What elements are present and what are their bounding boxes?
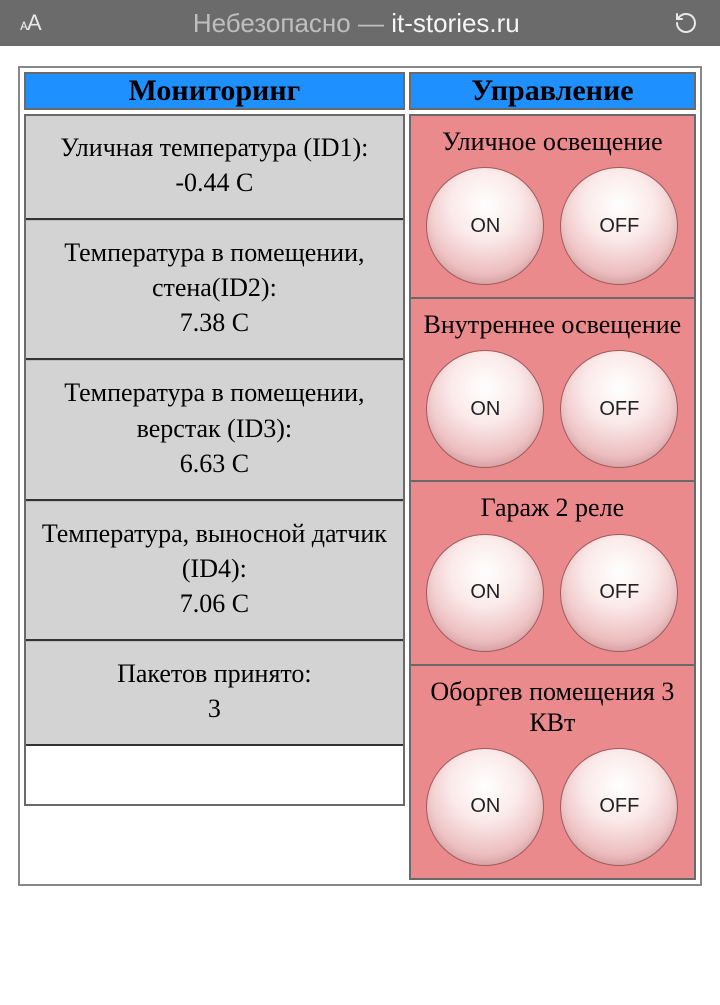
monitoring-empty [26,746,403,804]
control-item: Гараж 2 реле ON OFF [411,481,694,664]
monitoring-label: Температура, выносной датчик (ID4): [42,519,387,583]
control-item: Оборгев помещения 3 КВт ON OFF [411,665,694,878]
on-button[interactable]: ON [426,534,544,652]
control-item: Уличное освещение ON OFF [411,116,694,298]
on-button[interactable]: ON [426,350,544,468]
browser-address-bar: ᴀA Небезопасно — it-stories.ru [0,0,720,46]
monitoring-item: Уличная температура (ID1): -0.44 C [26,116,403,220]
control-label: Гараж 2 реле [417,490,688,533]
on-button[interactable]: ON [426,748,544,866]
main-table: Мониторинг Управление Уличная температур… [18,66,702,886]
url-display[interactable]: Небезопасно — it-stories.ru [41,8,672,39]
control-buttons: ON OFF [417,350,688,468]
monitoring-label: Уличная температура (ID1): [60,133,368,162]
url-domain: it-stories.ru [391,8,520,38]
control-buttons: ON OFF [417,748,688,866]
control-label: Внутреннее освещение [417,307,688,350]
monitoring-item: Температура в помещении, стена(ID2): 7.3… [26,220,403,360]
header-control: Управление [409,72,696,110]
monitoring-column: Уличная температура (ID1): -0.44 C Темпе… [24,114,405,806]
control-buttons: ON OFF [417,534,688,652]
header-monitoring: Мониторинг [24,72,405,110]
monitoring-value: 7.06 C [180,589,249,618]
control-buttons: ON OFF [417,167,688,285]
monitoring-item: Температура, выносной датчик (ID4): 7.06… [26,501,403,641]
monitoring-label: Пакетов принято: [117,659,312,688]
control-label: Уличное освещение [417,124,688,167]
monitoring-value: 6.63 C [180,449,249,478]
monitoring-item: Пакетов принято: 3 [26,641,403,746]
monitoring-value: -0.44 C [175,168,253,197]
monitoring-value: 3 [208,694,221,723]
control-item: Внутреннее освещение ON OFF [411,298,694,481]
page-content: Мониторинг Управление Уличная температур… [0,46,720,906]
control-column: Уличное освещение ON OFF Внутреннее осве… [409,114,696,880]
reload-icon[interactable] [672,9,700,37]
control-label: Оборгев помещения 3 КВт [417,674,688,748]
monitoring-label: Температура в помещении, верстак (ID3): [64,378,364,442]
off-button[interactable]: OFF [560,350,678,468]
textsize-icon[interactable]: ᴀA [20,10,41,36]
monitoring-label: Температура в помещении, стена(ID2): [64,238,364,302]
off-button[interactable]: OFF [560,167,678,285]
monitoring-item: Температура в помещении, верстак (ID3): … [26,360,403,500]
monitoring-value: 7.38 C [180,308,249,337]
off-button[interactable]: OFF [560,534,678,652]
off-button[interactable]: OFF [560,748,678,866]
on-button[interactable]: ON [426,167,544,285]
insecure-label: Небезопасно — [193,8,384,38]
